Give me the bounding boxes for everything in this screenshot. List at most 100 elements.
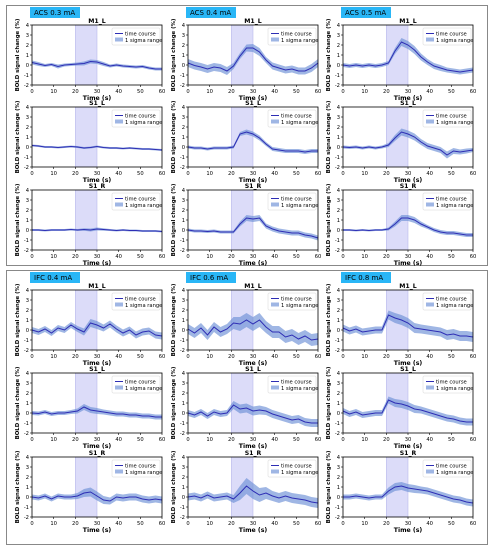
panel-title: S1_R [89,183,106,190]
y-axis-label: BOLD signal change (%) [326,284,332,357]
y-tick-label: -2 [180,348,185,354]
x-tick-label: 40 [426,171,433,177]
y-tick-label: 2 [337,308,340,314]
y-tick-label: -2 [180,83,185,89]
x-tick-label: 10 [50,171,57,177]
x-tick-label: 60 [159,437,166,443]
panel-title: S1_R [400,183,417,190]
y-tick-label: -2 [180,431,185,437]
legend-box [267,192,317,211]
y-tick-label: 2 [337,391,340,397]
y-tick-label: 3 [26,115,29,121]
y-tick-label: 4 [182,105,186,111]
y-axis-label: BOLD signal change (%) [171,101,177,174]
x-tick-label: 20 [72,89,79,95]
legend-entry: 1 sigma range [281,470,318,476]
y-tick-label: 0 [182,63,185,69]
x-tick-label: 50 [293,171,300,177]
x-tick-label: 60 [159,254,166,260]
y-tick-label: 1 [26,485,29,491]
sigma-band [188,44,318,75]
y-tick-label: 3 [337,33,340,39]
panel-title: S1_L [400,366,416,373]
condition-badge-label: ACS 0.3 mA [34,9,75,17]
panel-title: S1_R [400,450,417,457]
y-axis-label: BOLD signal change (%) [326,101,332,174]
y-tick-label: 3 [337,465,340,471]
y-axis-label: BOLD signal change (%) [171,284,177,357]
x-tick-label: 30 [94,521,101,527]
legend-entry: 1 sigma range [281,38,318,44]
y-tick-label: -1 [335,421,340,427]
condition-badge-label: IFC 0.8 mA [345,274,383,282]
panel-title: S1_R [245,450,262,457]
y-axis-label: BOLD signal change (%) [15,284,21,357]
x-tick-label: 0 [186,254,189,260]
y-tick-label: 1 [337,485,340,491]
x-axis-label: Time (s) [239,177,268,184]
x-tick-label: 40 [271,89,278,95]
legend-box [111,192,161,211]
x-tick-label: 20 [383,171,390,177]
x-tick-label: 10 [50,521,57,527]
x-tick-label: 30 [405,437,412,443]
time-course-line [187,485,319,504]
x-tick-label: 0 [30,89,33,95]
y-tick-label: 4 [26,23,30,29]
y-tick-label: 1 [26,218,29,224]
x-tick-label: 40 [115,254,122,260]
y-tick-label: 2 [26,125,29,131]
time-course-line [31,322,163,337]
y-tick-label: -1 [335,505,340,511]
y-tick-label: 4 [337,371,341,377]
y-tick-label: 1 [337,218,340,224]
legend-entry: time course [281,379,312,385]
y-axis-label: BOLD signal change (%) [15,101,21,174]
sigma-band [188,313,318,346]
y-axis-label: BOLD signal change (%) [326,367,332,440]
x-axis-label: Time (s) [83,443,112,450]
x-tick-label: 30 [250,354,257,360]
x-tick-label: 20 [228,521,235,527]
y-axis-label: BOLD signal change (%) [326,184,332,257]
x-tick-label: 20 [228,254,235,260]
panel-title: S1_L [245,366,261,373]
legend-band-swatch [426,119,434,124]
y-tick-label: 0 [182,411,185,417]
y-tick-label: 2 [182,475,185,481]
y-tick-label: -1 [335,73,340,79]
legend-entry: 1 sigma range [125,38,162,44]
legend-box [267,292,317,311]
x-tick-label: 50 [137,89,144,95]
y-tick-label: 4 [337,455,341,461]
x-tick-label: 0 [341,521,344,527]
x-tick-label: 40 [271,171,278,177]
legend-entry: 1 sigma range [436,38,473,44]
time-course-line [31,491,163,502]
x-tick-label: 0 [341,254,344,260]
y-axis-label: BOLD signal change (%) [171,451,177,524]
legend-box [422,192,472,211]
x-tick-label: 30 [405,521,412,527]
x-tick-label: 30 [405,254,412,260]
y-axis-label: BOLD signal change (%) [171,367,177,440]
y-tick-label: -1 [24,421,29,427]
stim-window [75,190,97,250]
x-tick-label: 20 [72,437,79,443]
sigma-band [32,227,162,233]
sigma-band [32,404,162,420]
x-tick-label: 0 [341,354,344,360]
x-tick-label: 60 [159,521,166,527]
panel-title: S1_R [245,183,262,190]
x-tick-label: 20 [72,521,79,527]
y-tick-label: -1 [335,238,340,244]
x-axis-label: Time (s) [239,443,268,450]
x-tick-label: 10 [206,437,213,443]
x-tick-label: 40 [426,89,433,95]
x-tick-label: 40 [426,437,433,443]
